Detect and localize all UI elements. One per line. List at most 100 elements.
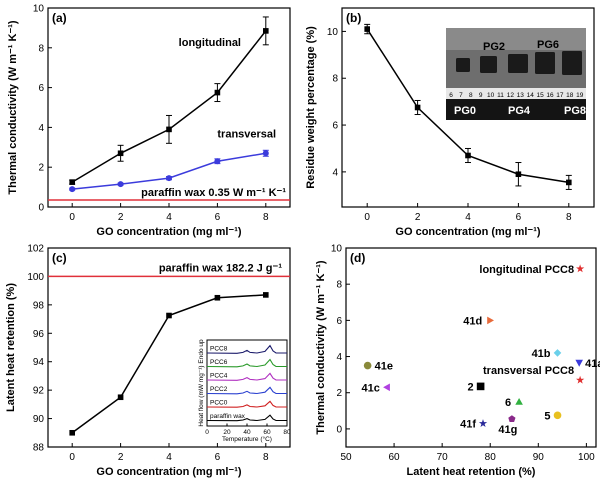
y-axis-label: Thermal conductivity (W m⁻¹ K⁻¹) (7, 20, 19, 195)
x-tick-label: 50 (340, 452, 352, 463)
y-tick-label: 8 (336, 280, 342, 291)
scatter-point (363, 361, 372, 370)
x-tick-label: 0 (69, 212, 75, 223)
y-tick-label: 94 (33, 357, 45, 368)
inset-y-axis-label: Heat flow (mW mg⁻¹) Endo up (198, 339, 205, 427)
photo-top-label: PG2 (483, 41, 505, 53)
transversal-label: transversal (217, 128, 276, 140)
residue-series-point (515, 171, 522, 178)
y-tick-label: 92 (33, 386, 45, 397)
ruler-number: 9 (479, 92, 483, 99)
photo-bottom-label: PG0 (454, 105, 476, 117)
scatter-point-label: 41e (375, 361, 393, 373)
retention-series-point (214, 294, 221, 301)
y-axis-label: Residue weight percentage (%) (305, 26, 317, 189)
inset-x-tick-label: 40 (243, 429, 251, 436)
axes-frame (345, 247, 597, 448)
ruler-number: 14 (527, 92, 535, 99)
scatter-point-label: 41a (585, 358, 600, 370)
ruler-number: 19 (576, 92, 584, 99)
y-tick-label: 10 (33, 4, 45, 15)
residue-series-point (414, 104, 421, 111)
longitudinal-series-line (71, 30, 267, 183)
scatter-point-label: longitudinal PCC8 (479, 264, 574, 276)
residue-series-point (465, 152, 471, 159)
x-tick-label: 60 (389, 452, 401, 463)
ruler-number: 8 (469, 92, 473, 99)
scatter-point (383, 383, 390, 392)
dsc-curve-label: PCC8 (210, 346, 228, 353)
dsc-curve (206, 344, 287, 354)
scatter-point-label: 41f (460, 418, 476, 430)
dsc-curve-label: PCC6 (210, 359, 228, 366)
ruler-number: 16 (546, 92, 554, 99)
dsc-curve (206, 372, 287, 381)
x-tick-label: 80 (485, 452, 497, 463)
y-tick-label: 6 (38, 83, 44, 94)
y-tick-label: 96 (33, 329, 45, 340)
x-tick-label: 4 (166, 452, 172, 463)
retention-series-point (117, 394, 124, 401)
inset-x-tick-label: 60 (263, 429, 271, 436)
transversal-series-point (262, 150, 269, 157)
paraffin-reference-label: paraffin wax 182.2 J g⁻¹ (159, 262, 283, 274)
dsc-curve-label: PCC0 (210, 400, 228, 407)
dsc-curve-label: PCC4 (210, 373, 228, 380)
x-tick-label: 100 (578, 452, 595, 463)
y-tick-label: 102 (27, 244, 44, 255)
inset-frame (206, 339, 288, 427)
panel-label: (b) (346, 11, 361, 25)
y-tick-label: 88 (33, 443, 45, 454)
y-tick-label: 8 (332, 74, 338, 85)
y-tick-label: 0 (38, 203, 44, 214)
sample-block (535, 52, 555, 74)
x-tick-label: 90 (533, 452, 545, 463)
ruler-number: 7 (459, 92, 463, 99)
dsc-curve-label: paraffin wax (210, 413, 246, 420)
transversal-series-point (166, 175, 172, 182)
transversal-series-point (117, 181, 124, 188)
ruler-number: 15 (536, 92, 544, 99)
panel-a: 0 2 4 6 8 0 2 4 6 8 10 GO concentration (mg ml⁻¹) Th… (7, 4, 291, 238)
inset-x-axis-label: Temperature (°C) (222, 435, 272, 443)
panel-b: 0 2 4 6 8 4 6 8 10 GO concentration (mg ml⁻¹) Resi… (305, 7, 595, 238)
y-tick-label: 0 (336, 424, 342, 435)
longitudinal-series-point (69, 179, 75, 185)
paraffin-reference-label: paraffin wax 0.35 W m⁻¹ K⁻¹ (141, 187, 286, 199)
x-tick-label: 8 (566, 212, 572, 223)
ruler-number: 18 (566, 92, 574, 99)
dsc-inset: 0 20 40 60 80 Temperature (°C) Heat flow (mW m… (198, 339, 291, 443)
inset-x-tick-label: 0 (205, 429, 209, 436)
scatter-point (575, 359, 583, 367)
scatter-point-label: 6 (505, 397, 511, 409)
y-tick-label: 4 (38, 123, 44, 134)
ruler-number: 13 (517, 92, 525, 99)
x-axis-label: GO concentration (mg ml⁻¹) (96, 226, 241, 238)
y-tick-label: 2 (336, 388, 342, 399)
scatter-point-label: 41c (362, 382, 380, 394)
sample-block (480, 56, 497, 73)
x-tick-label: 6 (215, 212, 221, 223)
scatter-point-label: 2 (467, 381, 473, 393)
dsc-curve (206, 386, 287, 395)
ruler-number: 11 (497, 92, 504, 99)
scatter-point (508, 415, 516, 422)
x-tick-label: 4 (166, 212, 172, 223)
y-tick-label: 4 (332, 167, 338, 178)
inset-x-tick-label: 20 (223, 429, 231, 436)
scatter-point (487, 316, 494, 325)
y-tick-label: 6 (332, 121, 338, 132)
ruler-number: 17 (556, 92, 564, 99)
y-axis-label: Thermal conductivity (W m⁻¹ K⁻¹) (315, 260, 327, 435)
x-tick-label: 0 (69, 452, 75, 463)
residue-series-point (364, 26, 370, 32)
longitudinal-series-point (214, 89, 221, 96)
y-tick-label: 100 (27, 272, 44, 283)
ruler-number: 6 (449, 92, 453, 99)
x-tick-label: 2 (415, 212, 421, 223)
x-tick-label: 4 (465, 212, 471, 223)
sample-block (508, 54, 528, 73)
scatter-point (553, 349, 562, 357)
ruler-strip (446, 88, 586, 99)
panel-label: (a) (52, 11, 67, 25)
